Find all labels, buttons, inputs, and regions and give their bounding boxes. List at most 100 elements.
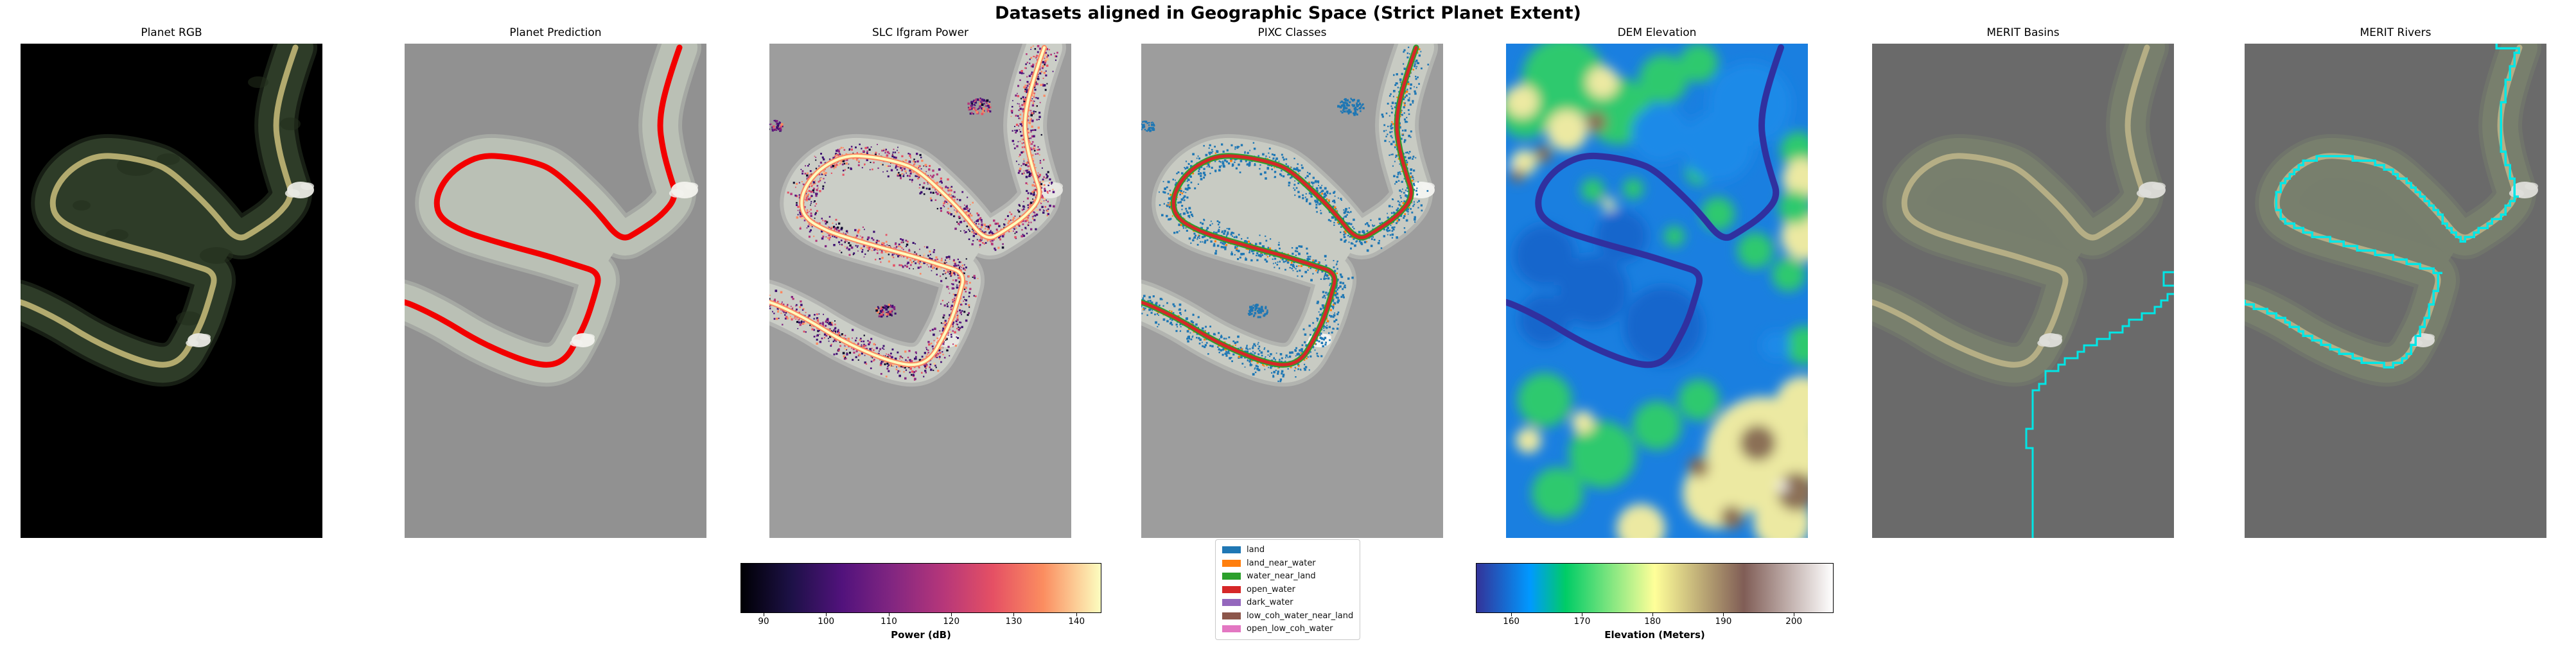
- panel-title: PIXC Classes: [1257, 26, 1327, 39]
- vegetation-texture: [280, 117, 301, 130]
- panel-image-dem-elevation: [1506, 44, 1808, 538]
- colorbar-tick-label: 180: [1644, 616, 1661, 627]
- colorbar-label-power: Power (dB): [891, 629, 951, 641]
- legend-label: open_low_coh_water: [1247, 624, 1333, 634]
- legend-item-open-low-coh-water: open_low_coh_water: [1222, 623, 1353, 635]
- legend-color-swatch: [1222, 559, 1241, 567]
- colorbar-power: 90 100 110 120 130 140 Power (dB): [740, 563, 1101, 641]
- legend-item-low-coh-water-near-land: low_coh_water_near_land: [1222, 610, 1353, 622]
- legend-label: land: [1247, 545, 1265, 555]
- colorbar-tick-mark: [1076, 613, 1078, 616]
- colorbar-ticks-power: 90 100 110 120 130 140: [740, 613, 1101, 628]
- legend-label: low_coh_water_near_land: [1247, 610, 1354, 621]
- panel-pixc-classes: PIXC Classes: [1141, 26, 1443, 538]
- colorbar-tick-label: 140: [1068, 616, 1085, 627]
- colorbar-tick-label: 200: [1785, 616, 1803, 627]
- vegetation-texture: [105, 229, 128, 241]
- legend-item-land-near-water: land_near_water: [1222, 558, 1353, 569]
- colorbar-ticks-elevation: 160 170 180 190 200: [1476, 613, 1834, 628]
- panel-image-merit-basins: [1872, 44, 2174, 538]
- cloud: [1049, 182, 1063, 190]
- vegetation-texture: [248, 76, 268, 88]
- colorbar-tick-mark: [951, 613, 952, 616]
- cloud: [1421, 182, 1435, 190]
- cloud: [2525, 182, 2538, 190]
- cloud: [2509, 189, 2524, 198]
- cloud: [685, 182, 698, 190]
- panel-merit-rivers: MERIT Rivers: [2245, 26, 2546, 538]
- river-centerline: [21, 44, 299, 368]
- colorbar-tick-mark: [1652, 613, 1654, 616]
- legend-label: land_near_water: [1247, 558, 1316, 568]
- colorbar-elevation: 160 170 180 190 200 Elevation (Meters): [1476, 563, 1834, 641]
- colorbar-gradient-elevation: [1476, 563, 1834, 613]
- cloud: [570, 339, 583, 347]
- colorbar-tick-label: 160: [1503, 616, 1520, 627]
- cloud: [186, 339, 199, 347]
- panel-planet-prediction: Planet Prediction: [405, 26, 706, 538]
- open-water-line: [1141, 46, 1418, 367]
- panel-title: MERIT Basins: [1986, 26, 2060, 39]
- panel-merit-basins: MERIT Basins: [1872, 26, 2174, 538]
- vegetation-texture: [200, 247, 233, 264]
- cloud: [285, 189, 300, 198]
- vegetation-texture: [157, 153, 180, 165]
- colorbar-tick-label: 170: [1573, 616, 1591, 627]
- figure-title: Datasets aligned in Geographic Space (St…: [995, 3, 1581, 23]
- panel-slc-ifgram-power: SLC Ifgram Power: [769, 26, 1071, 538]
- cloud: [583, 334, 595, 340]
- legend-item-water-near-land: water_near_land: [1222, 571, 1353, 582]
- panel-title: Planet Prediction: [509, 26, 602, 39]
- legend-label: water_near_land: [1247, 571, 1316, 582]
- panel-image-planet-rgb: [21, 44, 322, 538]
- basin-boundary-line: [2162, 271, 2174, 287]
- elevation-blobs: [1506, 44, 1808, 538]
- colorbar-tick-label: 110: [881, 616, 897, 627]
- vegetation-texture: [73, 200, 91, 211]
- meander-island-fill: [2277, 155, 2461, 273]
- legend-item-open-water: open_water: [1222, 584, 1353, 596]
- meander-island-fill: [53, 155, 238, 273]
- cloud: [301, 182, 314, 190]
- basin-boundary-line: [2025, 293, 2174, 538]
- legend-label: dark_water: [1247, 598, 1293, 608]
- cloud: [2037, 339, 2051, 347]
- legend-color-swatch: [1222, 585, 1241, 593]
- cloud: [669, 189, 684, 198]
- legend-color-swatch: [1222, 573, 1241, 580]
- river-centerline: [1872, 44, 2150, 368]
- colorbar-gradient-power: [740, 563, 1101, 613]
- colorbar-tick-mark: [826, 613, 827, 616]
- colorbar-tick-label: 130: [1005, 616, 1022, 627]
- cloud: [2051, 334, 2062, 340]
- panel-planet-rgb: Planet RGB: [21, 26, 322, 538]
- sar-power-core-bright: [769, 46, 1046, 367]
- colorbar-tick-mark: [1723, 613, 1724, 616]
- legend-label: open_water: [1247, 584, 1295, 594]
- colorbar-tick-mark: [1013, 613, 1015, 616]
- meander-island-fill: [437, 155, 621, 273]
- panel-image-slc-ifgram-power: [769, 44, 1071, 538]
- cloud: [2152, 182, 2166, 190]
- vegetation-texture: [176, 311, 202, 325]
- meander-island-fill: [1173, 155, 1358, 273]
- legend-color-swatch: [1222, 546, 1241, 554]
- panel-image-planet-prediction: [405, 44, 706, 538]
- panel-title: Planet RGB: [141, 26, 202, 39]
- colorbar-label-elevation: Elevation (Meters): [1604, 629, 1705, 641]
- panel-image-pixc-classes: [1141, 44, 1443, 538]
- panel-image-merit-rivers: [2245, 44, 2546, 538]
- colorbar-tick-mark: [1511, 613, 1512, 616]
- legend-item-land: land: [1222, 544, 1353, 556]
- colorbar-tick-label: 190: [1715, 616, 1732, 627]
- merit-river-vector-line: [2245, 44, 2520, 368]
- colorbar-tick-label: 90: [758, 616, 769, 627]
- legend-color-swatch: [1222, 625, 1241, 633]
- cloud: [199, 334, 211, 340]
- colorbar-tick-label: 120: [943, 616, 960, 627]
- colorbar-tick-label: 100: [818, 616, 835, 627]
- cloud: [2136, 189, 2151, 198]
- panel-title: DEM Elevation: [1617, 26, 1697, 39]
- predicted-water-line: [405, 44, 683, 368]
